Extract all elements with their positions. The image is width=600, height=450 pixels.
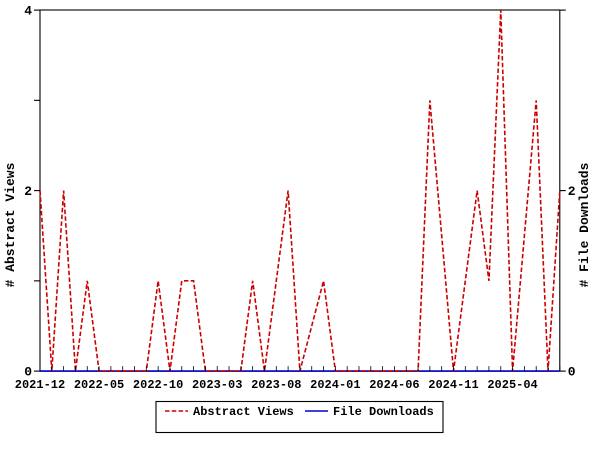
svg-text:# Abstract Views: # Abstract Views [3,162,18,287]
svg-text:0: 0 [568,365,576,380]
svg-text:Abstract Views: Abstract Views [193,405,294,419]
svg-text:2: 2 [24,184,32,199]
svg-text:2024-01: 2024-01 [310,378,360,392]
svg-text:2024-06: 2024-06 [369,378,419,392]
svg-text:2024-11: 2024-11 [428,378,478,392]
svg-text:2022-05: 2022-05 [74,378,124,392]
svg-text:2025-04: 2025-04 [487,378,537,392]
svg-text:2023-08: 2023-08 [251,378,301,392]
svg-text:2021-12: 2021-12 [15,378,65,392]
svg-text:2022-10: 2022-10 [133,378,183,392]
svg-text:2023-03: 2023-03 [192,378,242,392]
svg-text:4: 4 [24,4,32,19]
svg-text:# File Downloads: # File Downloads [577,162,592,287]
svg-text:File Downloads: File Downloads [333,405,434,419]
svg-text:2: 2 [568,184,576,199]
